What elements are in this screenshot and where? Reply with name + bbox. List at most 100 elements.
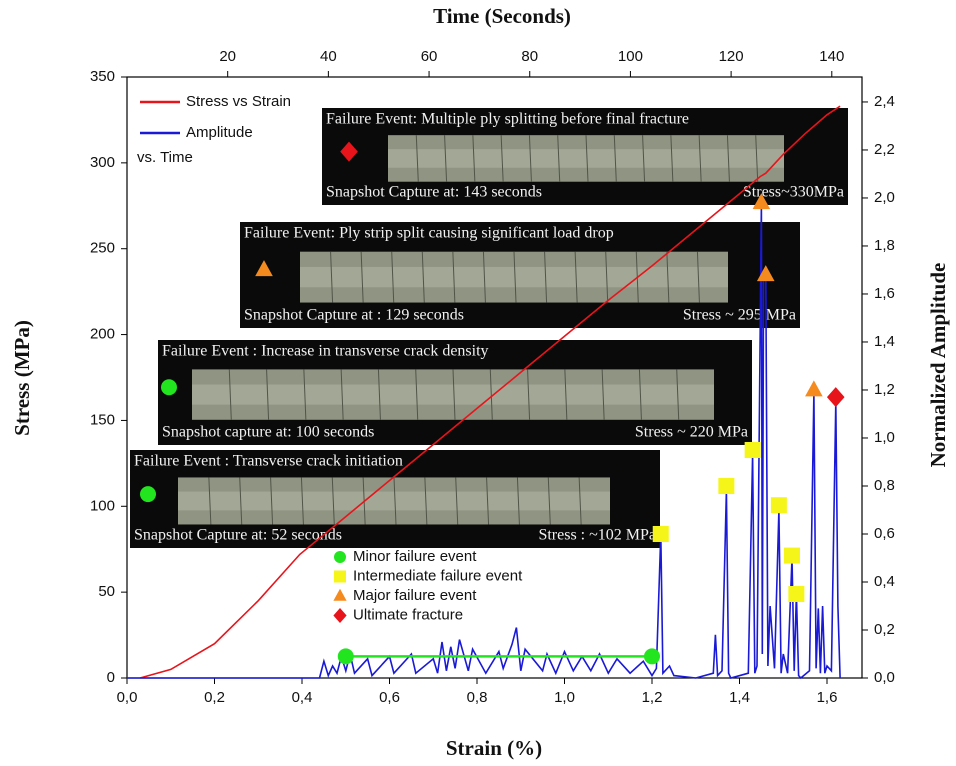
snapshot-capture: Snapshot Capture at : 129 seconds [244, 307, 464, 324]
legend-note: vs. Time [137, 149, 193, 166]
crack-line [300, 477, 304, 525]
y2-tick-label: 0,4 [874, 573, 895, 590]
crack-line [228, 369, 232, 420]
crack-line [455, 477, 459, 525]
x2-tick-label: 140 [819, 48, 844, 65]
crack-line [472, 135, 476, 182]
legend-symbol [333, 608, 347, 623]
y2-tick-label: 1,0 [874, 429, 895, 446]
x-tick-label: 0,2 [204, 689, 225, 706]
x-tick-label: 0,4 [292, 689, 313, 706]
crack-line [208, 477, 212, 525]
y-tick-label: 50 [98, 583, 115, 600]
crack-line [266, 369, 270, 420]
y2-tick-label: 1,4 [874, 333, 895, 350]
event-marker [644, 648, 660, 665]
crack-line [578, 477, 582, 525]
snapshot-stress: Stress~330MPa [743, 184, 844, 201]
crack-line [574, 251, 578, 303]
specimen-band [178, 491, 610, 511]
y-tick-label: 0 [107, 669, 115, 686]
event-marker [805, 380, 823, 397]
crack-line [527, 369, 531, 420]
crack-line [638, 369, 642, 420]
snapshot-event-marker [255, 260, 273, 277]
event-marker [752, 193, 771, 210]
y2-tick-label: 0,6 [874, 525, 895, 542]
snapshot-event-marker [140, 486, 156, 503]
y-tick-label: 350 [90, 68, 115, 85]
event-marker [784, 547, 800, 564]
crack-line [516, 477, 520, 525]
crack-line [330, 251, 334, 303]
crack-line [239, 477, 243, 525]
y2-axis-title: Normalized Amplitude [926, 263, 950, 468]
legend-label: Major failure event [353, 587, 477, 604]
crack-line [393, 477, 397, 525]
crack-line [642, 135, 646, 182]
crack-line [557, 135, 561, 182]
y-axis-title: Stress (MPa) [10, 320, 34, 436]
legend-label: Intermediate failure event [353, 567, 523, 584]
legend-symbol [334, 551, 346, 563]
crack-line [424, 477, 428, 525]
failure-snapshot: Failure Event: Multiple ply splitting be… [322, 108, 848, 205]
event-marker [337, 648, 354, 665]
crack-line [755, 135, 759, 182]
x-tick-label: 0,6 [379, 689, 400, 706]
crack-line [547, 477, 551, 525]
snapshot-title: Failure Event : Transverse crack initiat… [134, 453, 403, 470]
legend-symbol [334, 570, 346, 583]
x2-tick-label: 20 [219, 48, 236, 65]
event-marker [652, 525, 669, 542]
crack-line [489, 369, 493, 420]
top-axis-title: Time (Seconds) [433, 4, 571, 28]
crack-line [696, 251, 700, 303]
x-tick-label: 0,0 [117, 689, 138, 706]
snapshot-stress: Stress : ~102 MPa [538, 527, 656, 544]
y2-tick-label: 2,4 [874, 93, 895, 110]
x-tick-label: 1,4 [729, 689, 750, 706]
snapshot-capture: Snapshot capture at: 100 seconds [162, 424, 374, 441]
legend-label: Amplitude [186, 124, 253, 141]
event-marker [744, 441, 761, 458]
crack-line [415, 369, 419, 420]
crack-line [601, 369, 605, 420]
crack-line [564, 369, 568, 420]
crack-line [585, 135, 589, 182]
failure-snapshot: Failure Event : Increase in transverse c… [158, 340, 752, 445]
crack-line [452, 251, 456, 303]
y-tick-label: 150 [90, 411, 115, 428]
event-marker [788, 585, 805, 602]
y-tick-label: 200 [90, 326, 115, 343]
snapshot-capture: Snapshot Capture at: 52 seconds [134, 527, 342, 544]
failure-snapshot: Failure Event : Transverse crack initiat… [130, 450, 660, 548]
plot-frame [126, 76, 863, 679]
series-line [127, 202, 841, 680]
x2-tick-label: 120 [719, 48, 744, 65]
series-line [139, 105, 841, 679]
y2-tick-label: 2,0 [874, 189, 895, 206]
y-tick-label: 250 [90, 240, 115, 257]
crack-line [482, 251, 486, 303]
crack-line [513, 251, 517, 303]
snapshot-event-marker [161, 379, 177, 396]
x2-tick-label: 40 [320, 48, 337, 65]
crack-line [360, 251, 364, 303]
crack-line [605, 251, 609, 303]
x-tick-label: 1,2 [642, 689, 663, 706]
crack-line [698, 135, 702, 182]
snapshot-stress: Stress ~ 295 MPa [683, 307, 796, 324]
specimen-band [300, 266, 728, 288]
snapshot-title: Failure Event: Ply strip split causing s… [244, 225, 614, 242]
y-tick-label: 100 [90, 497, 115, 514]
specimen-band [192, 384, 714, 405]
x-axis-title: Strain (%) [446, 736, 542, 760]
crack-line [613, 135, 617, 182]
specimen-band [388, 149, 784, 168]
crack-line [528, 135, 532, 182]
crack-line [303, 369, 307, 420]
snapshot-stress: Stress ~ 220 MPa [635, 424, 748, 441]
x2-tick-label: 100 [618, 48, 643, 65]
